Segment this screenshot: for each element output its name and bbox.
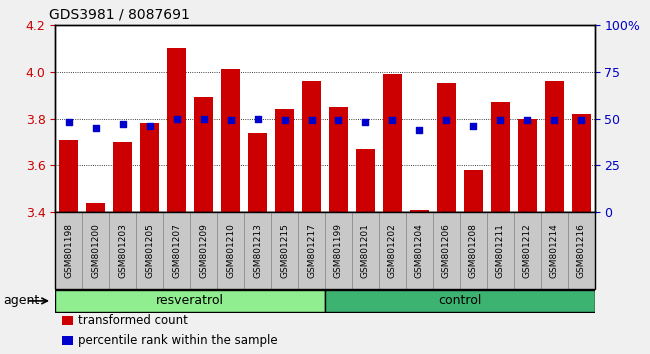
Bar [298,212,325,289]
Bar [86,203,105,212]
Text: GSM801200: GSM801200 [91,223,100,278]
Point [118,121,128,127]
Point [441,118,452,123]
Point [280,118,290,123]
Bar [62,336,73,345]
Point [576,118,586,123]
Point [252,116,263,121]
Bar [248,133,267,212]
Point [522,118,532,123]
Bar [460,212,487,289]
Bar [113,142,132,212]
Bar [433,212,460,289]
Point [198,116,209,121]
Bar [383,74,402,212]
Point [333,118,344,123]
Text: GSM801210: GSM801210 [226,223,235,278]
Text: GSM801203: GSM801203 [118,223,127,278]
Bar [163,212,190,289]
Bar [167,48,186,212]
Bar [302,81,321,212]
Bar [487,212,514,289]
Bar [325,290,595,312]
Bar [329,107,348,212]
Bar [541,212,568,289]
Point [226,118,236,123]
Bar [275,109,294,212]
Point [414,127,424,133]
Bar [194,97,213,212]
Text: GSM801205: GSM801205 [145,223,154,278]
Bar [437,84,456,212]
Text: percentile rank within the sample: percentile rank within the sample [78,335,278,347]
Bar [572,114,591,212]
Text: GSM801217: GSM801217 [307,223,316,278]
Text: GSM801208: GSM801208 [469,223,478,278]
Text: GDS3981 / 8087691: GDS3981 / 8087691 [49,7,190,21]
Text: GSM801202: GSM801202 [388,223,397,278]
Text: GSM801214: GSM801214 [550,223,559,278]
Point [306,118,317,123]
Bar [568,212,595,289]
Point [495,118,506,123]
Bar [59,140,78,212]
Bar [410,210,429,212]
Bar [406,212,433,289]
Text: GSM801204: GSM801204 [415,223,424,278]
Bar [514,212,541,289]
Text: GSM801201: GSM801201 [361,223,370,278]
Bar [518,119,537,212]
Text: GSM801209: GSM801209 [199,223,208,278]
Bar [82,212,109,289]
Point [549,118,560,123]
Point [387,118,398,123]
Bar [217,212,244,289]
Bar [136,212,163,289]
Bar [356,149,375,212]
Bar [62,316,73,325]
Bar [55,212,83,289]
Bar [379,212,406,289]
Text: GSM801215: GSM801215 [280,223,289,278]
Text: GSM801198: GSM801198 [64,223,73,278]
Bar [190,212,217,289]
Text: GSM801206: GSM801206 [442,223,451,278]
Text: control: control [438,294,482,307]
Text: resveratrol: resveratrol [156,294,224,307]
Text: GSM801199: GSM801199 [334,223,343,278]
Bar [244,212,271,289]
Text: GSM801213: GSM801213 [253,223,262,278]
Text: transformed count: transformed count [78,314,188,327]
Bar [352,212,379,289]
Bar [109,212,136,289]
Point [144,123,155,129]
Text: GSM801212: GSM801212 [523,223,532,278]
Text: GSM801211: GSM801211 [496,223,505,278]
Text: agent: agent [3,295,40,307]
Point [172,116,182,121]
Bar [55,290,325,312]
Bar [221,69,240,212]
Bar [545,81,564,212]
Text: GSM801216: GSM801216 [577,223,586,278]
Point [468,123,478,129]
Bar [464,170,483,212]
Point [64,120,74,125]
Bar [491,102,510,212]
Text: GSM801207: GSM801207 [172,223,181,278]
Point [90,125,101,131]
Bar [140,123,159,212]
Bar [271,212,298,289]
Point [360,120,370,125]
Bar [325,212,352,289]
